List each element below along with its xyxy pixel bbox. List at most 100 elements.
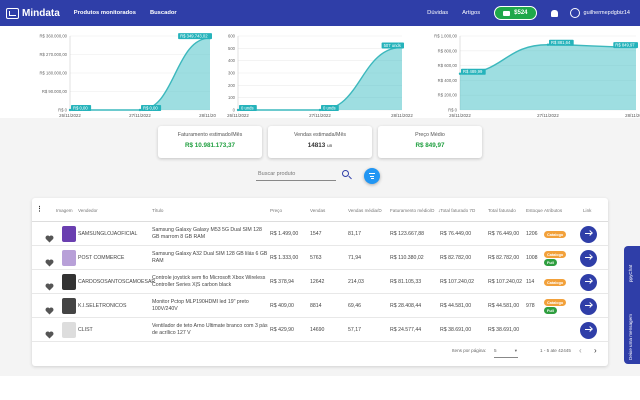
product-thumbnail [62,298,76,314]
full-badge: Full [544,259,557,266]
header-price[interactable]: Preço [270,208,283,213]
x-tick-label: 26/11/2022 [59,113,81,118]
point-label: 0 unds [241,105,254,110]
y-tick-label: R$ 0 [448,108,458,113]
charts-panel: R$ 360.000,00 R$ 270.000,00 R$ 180.000,00 R… [0,26,640,118]
header-title[interactable]: Título [152,208,164,213]
header-total-revenue[interactable]: Total faturado [488,208,516,213]
header-sales[interactable]: Vendas [310,208,326,213]
user-avatar-icon[interactable] [569,8,580,18]
y-tick-label: 0 [233,108,236,113]
point-label: R$ 489,99 [463,69,483,74]
y-tick-label: 500 [228,46,236,51]
search-icon[interactable] [342,170,349,177]
nav-produtos-monitorados[interactable]: Produtos monitorados [73,10,136,16]
items-per-page-label: Itens por página: [452,348,487,353]
logo[interactable]: Mindata [6,7,60,19]
filter-icon-line2 [369,175,375,177]
data-point [318,108,322,112]
favorite-heart-icon[interactable] [45,326,54,339]
seller-name[interactable]: SAMSUNGLOJAOFICIAL [78,231,138,237]
header-seller[interactable]: Vendedor [78,208,98,213]
user-name[interactable]: guilhermepdgbiz14 [583,10,630,16]
product-title[interactable]: Samsung Galaxy A32 Dual SIM 128 GB lilás… [152,251,268,264]
y-tick-label: 400 [228,58,236,63]
next-page-icon[interactable]: › [594,346,597,355]
table-row: POST COMMERCE Samsung Galaxy A32 Dual SIM… [32,246,608,270]
avg-sales-cell: 81,17 [348,231,361,237]
wallet-icon [503,10,511,16]
stock-cell: 114 [526,279,535,285]
open-product-button[interactable] [580,249,597,267]
data-point [634,45,638,49]
bell-icon[interactable] [550,9,558,17]
point-label-bg [461,68,486,75]
favorite-heart-icon[interactable] [45,230,54,243]
logo-text: Mindata [22,7,60,19]
x-tick-label: 28/11/2022 [199,113,216,118]
search-underline [256,180,336,181]
filter-icon [369,173,375,175]
favorite-heart-icon[interactable] [45,278,54,291]
x-tick-label: 26/11/2022 [227,113,249,118]
header-attributes[interactable]: Atributos [544,208,563,213]
chat-widget-tab[interactable]: Deixe uma mensagem ppyChat [624,246,640,364]
revenue-chart: R$ 360.000,00 R$ 270.000,00 R$ 180.000,00 R… [40,33,216,118]
product-thumbnail [62,226,76,242]
nav-duvidas[interactable]: Dúvidas [427,10,449,16]
total-revenue-cell: R$ 44.581,00 [488,303,520,309]
y-tick-label: 200 [228,83,236,88]
total-revenue-cell: R$ 38.691,00 [488,327,520,333]
favorite-heart-icon[interactable] [45,302,54,315]
chat-label: Deixe uma mensagem [628,314,633,360]
catalog-badge: Catalogo [544,279,567,286]
open-product-button[interactable] [580,321,597,339]
stock-cell: 1206 [526,231,538,237]
product-thumbnail [62,274,76,290]
avg-revenue-cell: R$ 24.577,44 [390,327,422,333]
nav-buscador[interactable]: Buscador [149,10,177,16]
sales-cell: 14690 [310,327,325,333]
stat-price-card: Preço Médio R$ 849,97 [378,126,482,158]
product-title[interactable]: Samsung Galaxy Galaxy M53 5G Dual SIM 12… [152,227,262,240]
product-title[interactable]: Monitor Pctop MLP190HDMI led 19" preto 1… [152,299,249,312]
chevron-down-icon: ▾ [514,348,517,353]
seller-name[interactable]: K.I.SELETRONICOS [78,303,127,309]
nav-artigos[interactable]: Artigos [462,10,481,16]
seller-name[interactable]: POST COMMERCE [78,255,125,261]
favorite-heart-icon[interactable] [45,254,54,267]
sort-arrow-icon: ↓ [438,208,441,213]
header-avg-sales[interactable]: Vendas média/D [348,208,382,213]
filter-button[interactable] [364,168,380,184]
header-revenue-7d[interactable]: ↓Total faturado 7D [438,208,475,213]
header-avg-revenue[interactable]: Faturamento médio/D [390,208,435,213]
stat-sales-unit: un [326,144,333,149]
x-tick-label: 28/11/2022 [391,113,413,118]
stat-revenue-label: Faturamento estimado/Mês [177,132,243,138]
seller-name[interactable]: CARDOSOSANTOSCAMOESAR [78,279,156,285]
credits-badge[interactable]: $524 [494,6,537,20]
header-stock[interactable]: Estoque [526,208,543,213]
stat-sales-value: 14813 [307,142,326,149]
column-menu-icon[interactable]: ⋮ [36,206,43,213]
point-label: R$ 881,64 [551,40,571,45]
header-image[interactable]: Imagem [56,208,73,213]
x-tick-label: 27/11/2022 [537,113,559,118]
point-label-bg [321,105,339,111]
search-input[interactable]: Buscar produto [258,171,296,177]
product-title[interactable]: Controle joystick sem fio Microsoft Xbox… [152,275,266,288]
items-per-page-select[interactable]: 5 ▾ [494,348,518,358]
product-title[interactable]: Ventilador de teto Arno Ultimate branco … [152,323,268,336]
header-link: Link [583,208,592,213]
y-tick-label: 600 [228,34,236,39]
product-thumbnail [62,250,76,266]
avg-revenue-cell: R$ 28.408,44 [390,303,422,309]
point-label: R$ 0,00 [73,105,88,110]
open-product-button[interactable] [580,273,597,291]
seller-name[interactable]: CLIST [78,327,93,333]
filter-icon-line3 [370,178,374,180]
open-product-button[interactable] [580,225,597,243]
logo-chart-icon [6,7,19,19]
prev-page-icon[interactable]: ‹ [579,346,582,355]
open-product-button[interactable] [580,297,597,315]
